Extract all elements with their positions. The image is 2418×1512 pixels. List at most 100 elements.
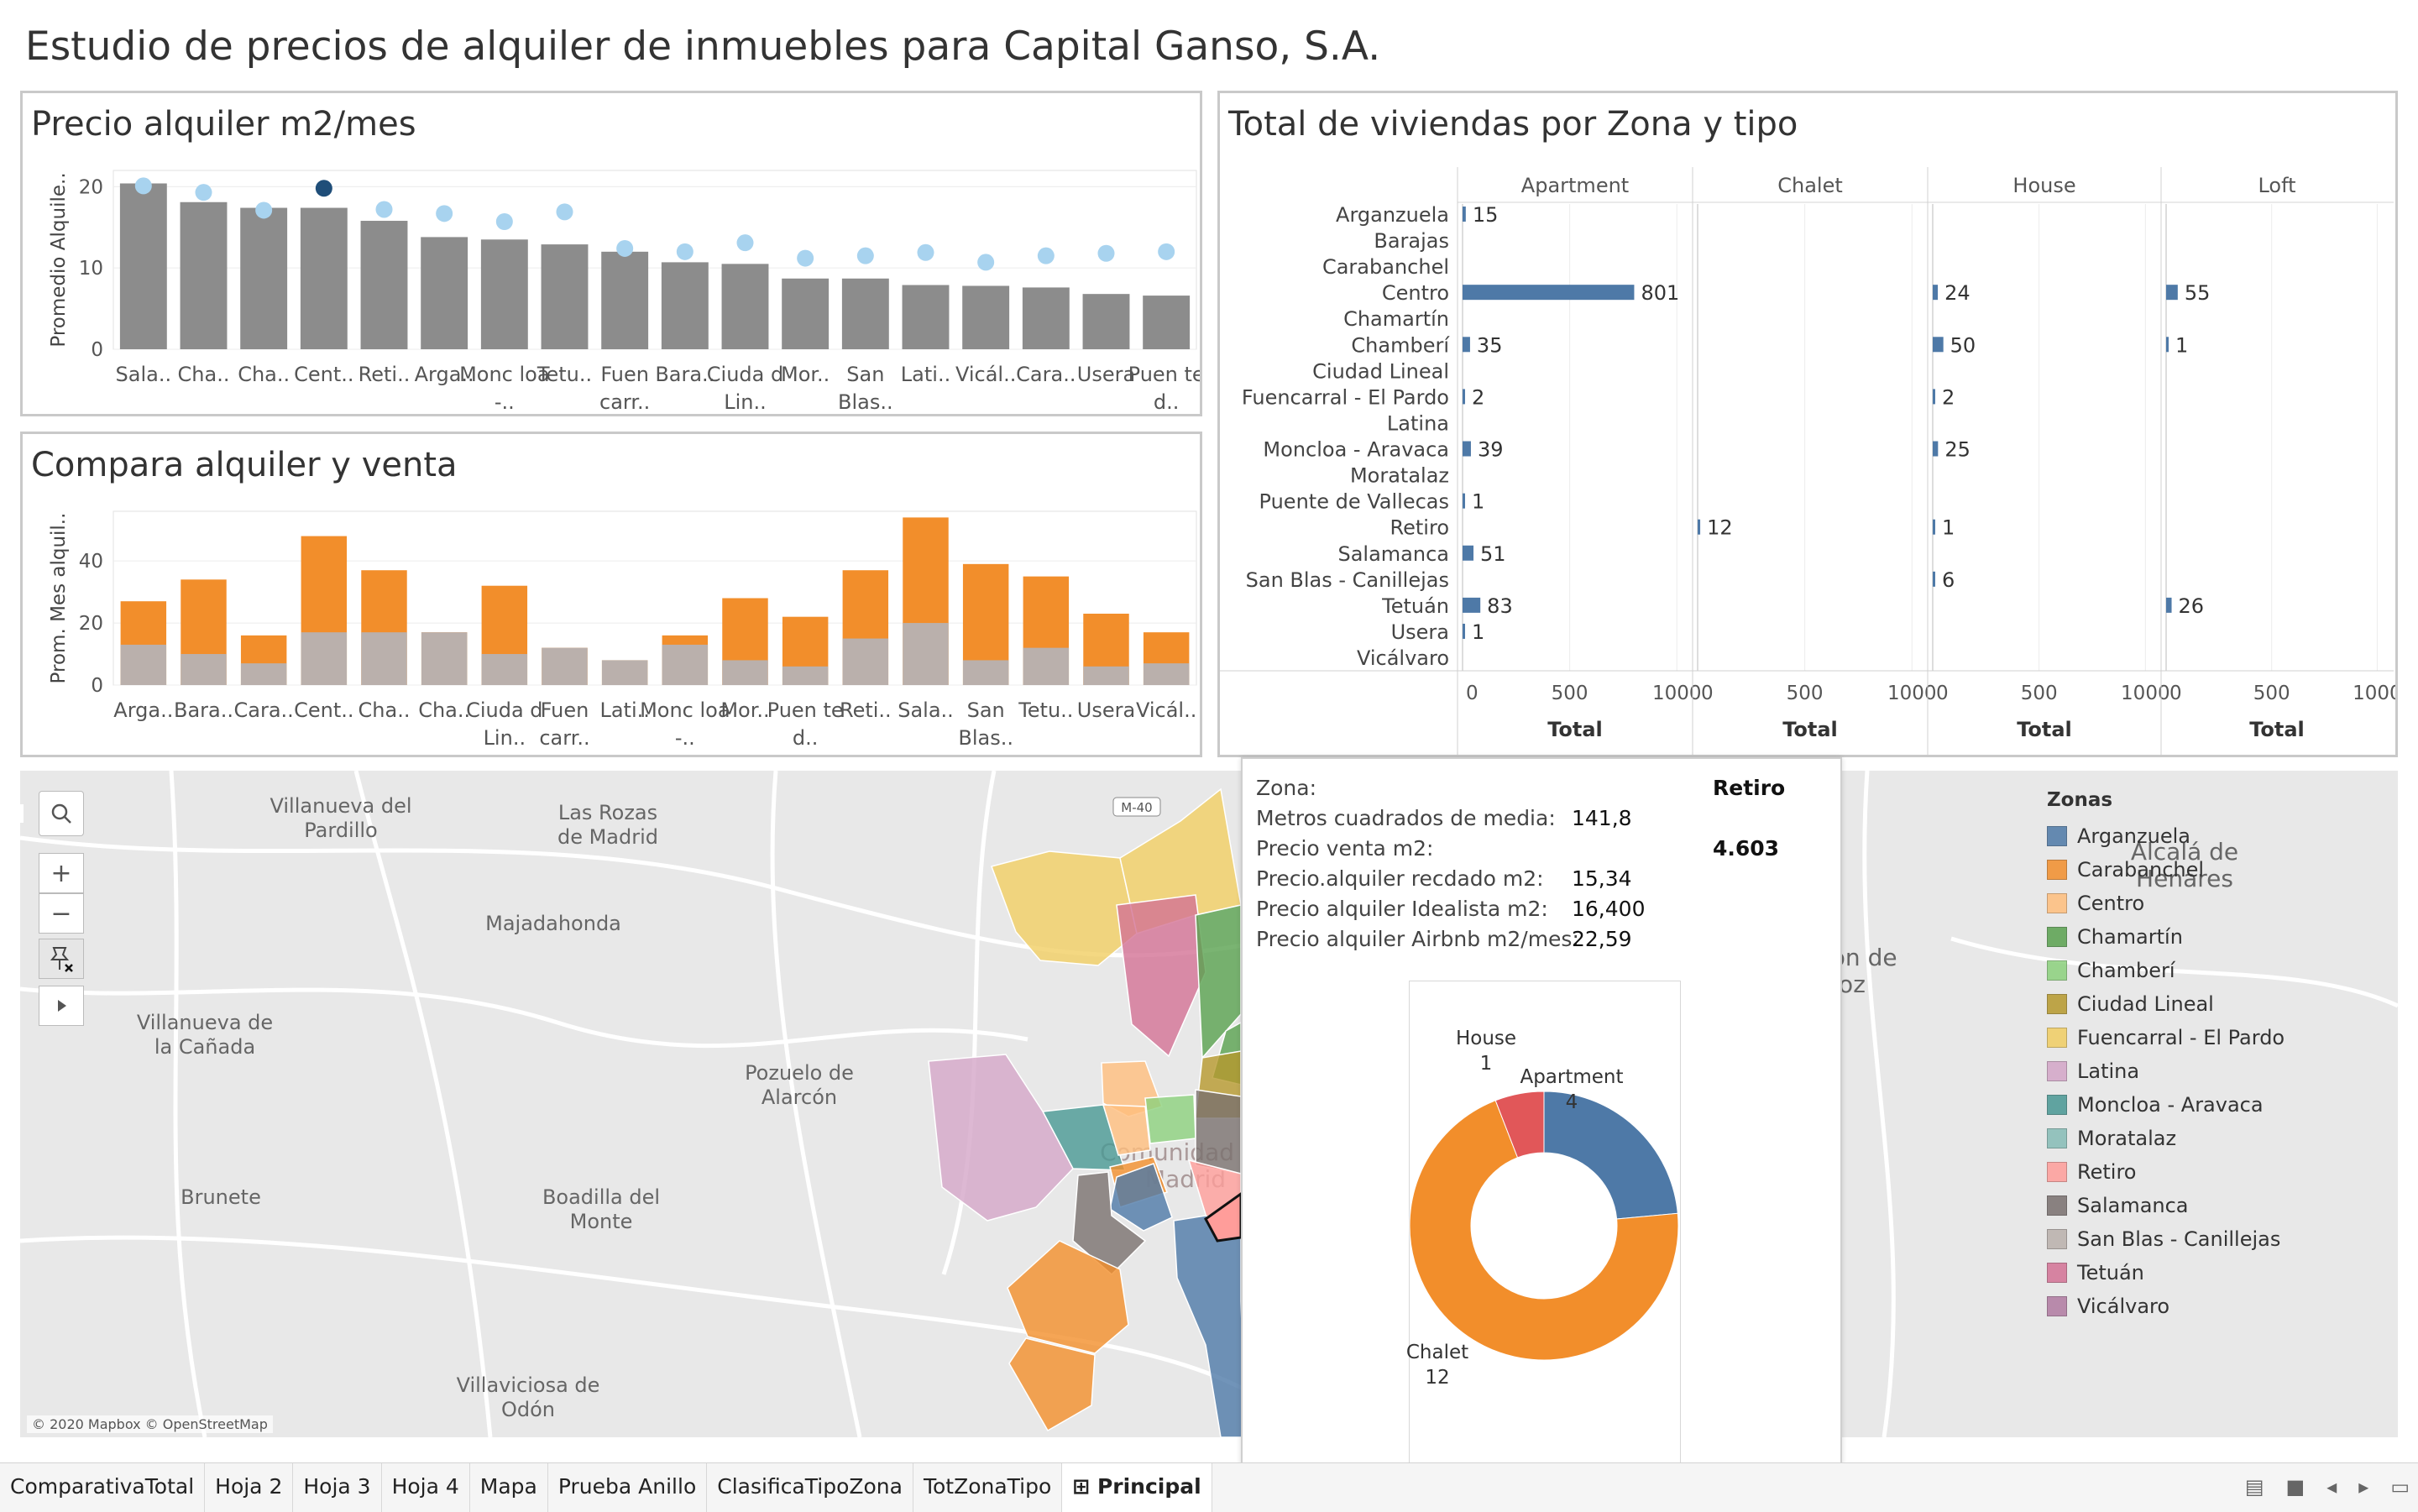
x-tick-label: 1000 xyxy=(2121,683,2170,704)
legend-swatch xyxy=(2047,860,2067,880)
place-label: Boadilla del Monte xyxy=(542,1185,660,1233)
road xyxy=(770,771,862,1437)
legend-label: Retiro xyxy=(2077,1160,2137,1184)
road xyxy=(20,986,1028,1049)
sheet-tab[interactable]: ⊞ Principal xyxy=(1062,1463,1212,1512)
row-label: Tetuán xyxy=(1381,594,1449,618)
row-label: Chamberí xyxy=(1351,333,1450,357)
present-icon[interactable]: ▭ xyxy=(2390,1475,2410,1499)
legend-item[interactable]: Chamartín xyxy=(2047,920,2299,954)
x-tick-label: Reti.. xyxy=(359,363,411,386)
zoom-in-button[interactable]: + xyxy=(39,853,84,893)
legend-label: San Blas - Canillejas xyxy=(2077,1227,2281,1251)
grid-icon[interactable]: ▤ xyxy=(2244,1475,2264,1499)
dot xyxy=(1097,244,1115,262)
x-tick-label: Vicál.. xyxy=(955,363,1016,386)
data-label: 6 xyxy=(1942,568,1955,592)
legend-item[interactable]: Moratalaz xyxy=(2047,1122,2299,1155)
prev-icon[interactable]: ◂ xyxy=(2326,1475,2337,1499)
bar xyxy=(1463,337,1470,353)
x-tick-label: Fuen carr.. xyxy=(599,363,650,414)
x-tick-label: 500 xyxy=(2253,683,2290,704)
sheet-tab[interactable]: Mapa xyxy=(470,1463,548,1512)
bar xyxy=(902,285,950,349)
legend-item[interactable]: Vicálvaro xyxy=(2047,1290,2299,1323)
row-label: Retiro xyxy=(1390,516,1449,540)
tooltip-label: Metros cuadrados de media: xyxy=(1256,806,1556,830)
bar-alquiler xyxy=(481,654,528,685)
map-canvas[interactable]: M-40 Villanueva del Pardillo Las Rozas de Ma… xyxy=(20,771,2398,1437)
slice-label: Apartment xyxy=(1520,1066,1623,1088)
bar xyxy=(1143,296,1191,349)
tooltip-label: Precio alquiler Airbnb m2/mes: xyxy=(1256,927,1579,951)
place-label: Villanueva del Pardillo xyxy=(270,794,412,842)
road xyxy=(169,771,207,1437)
bar xyxy=(1933,519,1935,535)
play-button[interactable] xyxy=(39,986,84,1026)
zone-latina xyxy=(928,1054,1074,1222)
x-tick-label: 1000 xyxy=(1887,683,1937,704)
zoom-out-button[interactable]: − xyxy=(39,893,84,934)
map[interactable]: M-40 Villanueva del Pardillo Las Rozas de Ma… xyxy=(20,771,2398,1437)
legend-swatch xyxy=(2047,927,2067,947)
bar-alquiler xyxy=(601,660,648,685)
legend-item[interactable]: San Blas - Canillejas xyxy=(2047,1222,2299,1256)
pin-map-button[interactable] xyxy=(39,939,84,979)
sheet-tab[interactable]: Hoja 3 xyxy=(293,1463,382,1512)
pin-icon xyxy=(50,947,73,972)
zone-chamber- xyxy=(1144,1094,1196,1144)
row-label: Moratalaz xyxy=(1350,464,1449,488)
zone-carabanchel xyxy=(1008,1337,1096,1432)
x-tick-label: Mor.. xyxy=(781,363,830,386)
zone-tetu-n xyxy=(1116,894,1206,1058)
zone-arganzuela xyxy=(1173,1215,1247,1437)
legend-item[interactable]: Arganzuela xyxy=(2047,819,2299,853)
bar xyxy=(2166,337,2169,353)
sheet-tab[interactable]: ClasificaTipoZona xyxy=(707,1463,913,1512)
chart-compara[interactable]: 40 20 0 Prom. Mes alquil.. Arga.. Bara.. Cara.… xyxy=(23,434,1200,755)
x-tick-label: Arga.. xyxy=(113,698,173,722)
sheet-tab[interactable]: ComparativaTotal xyxy=(0,1463,206,1512)
x-tick-label: Cha.. xyxy=(359,698,411,722)
legend-item[interactable]: Latina xyxy=(2047,1054,2299,1088)
sheet-tab[interactable]: Hoja 4 xyxy=(382,1463,470,1512)
x-tick-label: Mor.. xyxy=(720,698,769,722)
sheet-tab[interactable]: Prueba Anillo xyxy=(548,1463,708,1512)
bar-alquiler xyxy=(662,644,709,685)
legend-item[interactable]: Centro xyxy=(2047,887,2299,920)
legend-swatch xyxy=(2047,1128,2067,1148)
legend-item[interactable]: Carabanchel xyxy=(2047,853,2299,887)
legend-item[interactable]: Chamberí xyxy=(2047,954,2299,987)
sheet-tab[interactable]: Hoja 2 xyxy=(205,1463,294,1512)
legend-item[interactable]: Moncloa - Aravaca xyxy=(2047,1088,2299,1122)
legend-item[interactable]: Retiro xyxy=(2047,1155,2299,1189)
map-search-button[interactable] xyxy=(39,791,84,836)
sheet-tab-label: Prueba Anillo xyxy=(557,1474,697,1499)
data-label: 2 xyxy=(1942,385,1955,409)
zone-centro xyxy=(1102,1104,1151,1156)
x-tick-label: Usera xyxy=(1077,698,1135,722)
x-tick-label: Fuen carr.. xyxy=(539,698,589,750)
legend-item[interactable]: Tetuán xyxy=(2047,1256,2299,1290)
panel-title: Precio alquiler m2/mes xyxy=(31,105,416,144)
sheet-tab[interactable]: TotZonaTipo xyxy=(913,1463,1063,1512)
place-label: Las Rozas de Madrid xyxy=(557,801,658,849)
bar xyxy=(1463,545,1474,561)
data-label: 51 xyxy=(1480,542,1506,566)
slice-chalet xyxy=(1409,1100,1679,1361)
next-icon[interactable]: ▸ xyxy=(2358,1475,2369,1499)
legend-item[interactable]: Ciudad Lineal xyxy=(2047,987,2299,1021)
x-tick-label: 500 xyxy=(1552,683,1588,704)
donut-chart[interactable]: Apartment 4 Chalet 12 House 1 xyxy=(1243,759,1844,1511)
dot xyxy=(616,239,634,257)
square-icon[interactable]: ■ xyxy=(2285,1475,2305,1499)
legend-item[interactable]: Fuencarral - El Pardo xyxy=(2047,1021,2299,1054)
legend-item[interactable]: Salamanca xyxy=(2047,1189,2299,1222)
bar-alquiler xyxy=(782,666,829,685)
dot xyxy=(436,205,453,222)
slice-value: 4 xyxy=(1566,1091,1578,1113)
bar xyxy=(180,201,228,349)
x-tick-label: Ciuda d Lin.. xyxy=(466,698,542,750)
